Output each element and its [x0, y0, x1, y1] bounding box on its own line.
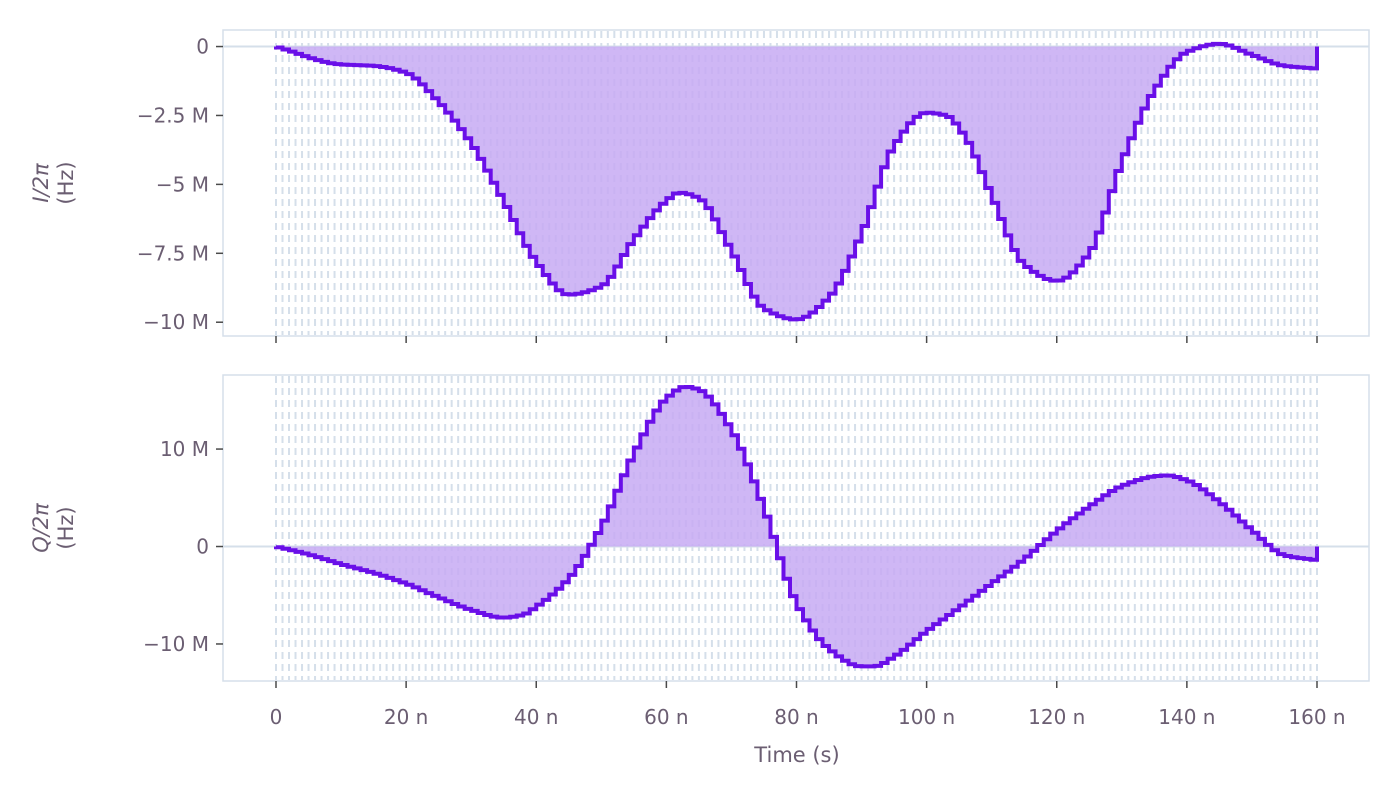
y-tick-label: 0 — [196, 35, 209, 59]
x-tick-label: 60 n — [644, 705, 688, 729]
y-tick-label: 10 M — [160, 437, 209, 461]
y-tick-label: 0 — [196, 535, 209, 559]
y-axis-label: I/2π(Hz) — [29, 161, 78, 204]
x-tick-label: 160 n — [1288, 705, 1345, 729]
x-tick-label: 140 n — [1158, 705, 1215, 729]
y-tick-label: −7.5 M — [137, 241, 209, 265]
y-tick-label: −2.5 M — [137, 103, 209, 127]
waveform-area — [276, 43, 1317, 320]
bottom-panel-q: 10 M 0 −10 M Q/2π(Hz) 0 20 n 40 n 60 n 80 n 100 n… — [29, 374, 1370, 729]
x-tick-label: 80 n — [774, 705, 818, 729]
x-axis-label: Time (s) — [753, 743, 839, 767]
y-tick-label: −10 M — [143, 632, 209, 656]
x-tick-label: 100 n — [898, 705, 955, 729]
y-tick-label: −10 M — [143, 310, 209, 334]
x-tick-label: 20 n — [384, 705, 428, 729]
top-panel-i: 0 −2.5 M −5 M −7.5 M −10 M I/2π(Hz) — [29, 29, 1370, 343]
waveform-line — [274, 384, 1319, 669]
sample-gridlines — [275, 376, 1318, 680]
y-axis-label-unit: (Hz) — [54, 506, 78, 549]
y-axis-label-main: I/2π — [29, 163, 53, 203]
y-axis-label-main: Q/2π — [29, 503, 53, 553]
waveform-area — [276, 386, 1317, 667]
y-tick-label: −5 M — [156, 172, 209, 196]
x-tick-label: 40 n — [514, 705, 558, 729]
x-tick-label: 0 — [270, 705, 283, 729]
x-tick-label: 120 n — [1028, 705, 1085, 729]
waveform-line — [274, 41, 1319, 322]
y-axis-label-unit: (Hz) — [54, 161, 78, 204]
y-axis-label: Q/2π(Hz) — [29, 503, 78, 553]
